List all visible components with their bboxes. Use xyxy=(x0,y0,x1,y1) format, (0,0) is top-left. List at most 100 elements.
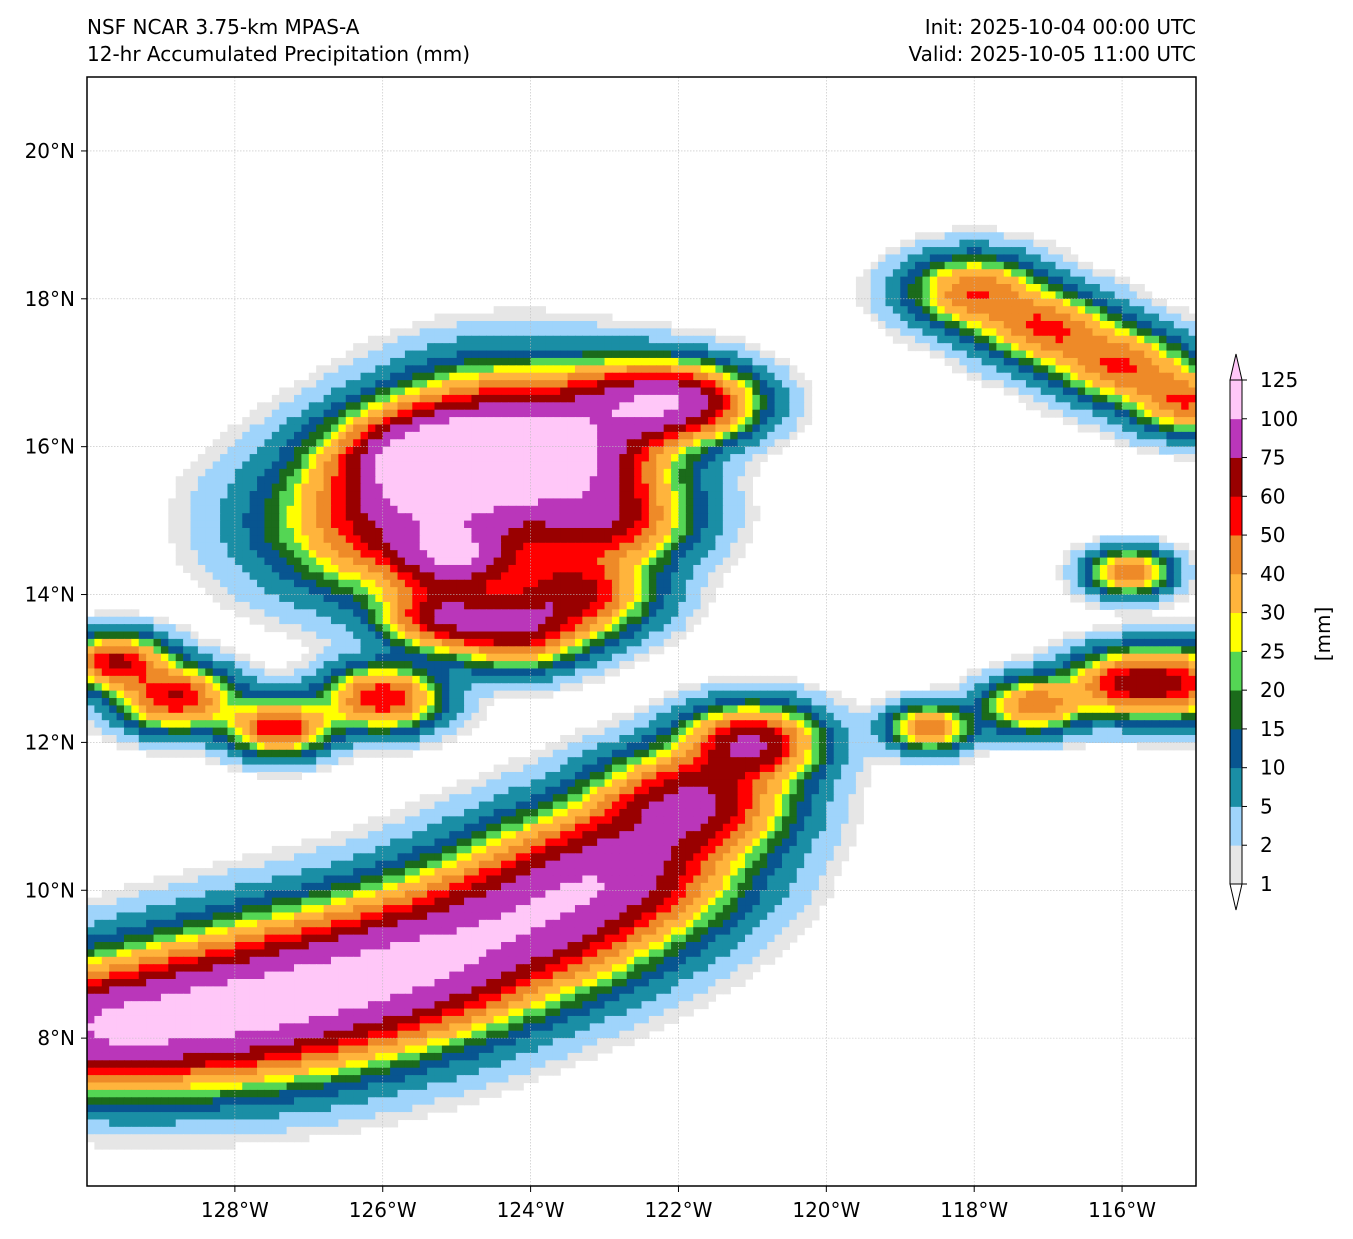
precip-cell xyxy=(1033,239,1042,248)
precip-cell xyxy=(582,601,591,610)
precip-cell xyxy=(1055,668,1064,677)
precip-cell xyxy=(183,557,192,566)
precip-cell xyxy=(449,328,458,337)
precip-cell xyxy=(227,550,236,559)
precip-cell xyxy=(737,372,746,381)
precip-cell xyxy=(1159,298,1168,307)
precip-cell xyxy=(286,527,295,536)
precip-cell xyxy=(1173,557,1182,566)
precip-cell xyxy=(1181,328,1190,337)
precip-cell xyxy=(441,468,450,477)
precip-cell xyxy=(545,587,554,596)
precip-cell xyxy=(441,335,450,344)
precip-cell xyxy=(138,653,147,662)
precip-cell xyxy=(604,587,613,596)
precip-cell xyxy=(693,365,702,374)
precip-cell xyxy=(515,505,524,514)
precip-cell xyxy=(560,594,569,603)
precip-cell xyxy=(922,343,931,352)
precip-cell xyxy=(234,609,243,618)
precip-cell xyxy=(1136,535,1145,544)
precip-cell xyxy=(234,446,243,455)
precip-cell xyxy=(308,564,317,573)
precip-cell xyxy=(493,483,502,492)
precip-cell xyxy=(412,668,421,677)
precip-cell xyxy=(397,631,406,640)
precip-cell xyxy=(1085,579,1094,588)
precip-cell xyxy=(397,417,406,426)
precip-cell xyxy=(604,631,613,640)
precip-cell xyxy=(419,535,428,544)
precip-cell xyxy=(552,638,561,647)
precip-cell xyxy=(567,683,576,692)
precip-cell xyxy=(1033,261,1042,270)
precip-cell xyxy=(316,372,325,381)
precip-cell xyxy=(663,350,672,359)
precip-cell xyxy=(626,572,635,581)
precip-cell xyxy=(257,424,266,433)
precip-cell xyxy=(360,468,369,477)
precip-cell xyxy=(1055,646,1064,655)
precip-cell xyxy=(464,646,473,655)
precip-cell xyxy=(515,616,524,625)
precip-cell xyxy=(183,468,192,477)
precip-cell xyxy=(693,550,702,559)
precip-cell xyxy=(648,498,657,507)
precip-cell xyxy=(678,343,687,352)
precip-cell xyxy=(294,454,302,463)
precip-cell xyxy=(330,587,339,596)
precip-cell xyxy=(1092,276,1101,285)
precip-cell xyxy=(412,661,421,670)
precip-cell xyxy=(671,572,680,581)
precip-cell xyxy=(1070,564,1079,573)
precip-cell xyxy=(294,387,302,396)
precip-cell xyxy=(722,431,731,440)
precip-cell xyxy=(959,306,968,315)
precip-cell xyxy=(456,587,465,596)
precip-cell xyxy=(323,476,332,485)
precip-cell xyxy=(478,439,487,448)
precip-cell xyxy=(648,387,657,396)
precip-cell xyxy=(685,564,694,573)
precip-cell xyxy=(116,653,125,662)
precip-cell xyxy=(1129,320,1138,329)
precip-cell xyxy=(530,387,539,396)
precip-cell xyxy=(486,668,495,677)
precip-cell xyxy=(419,476,428,485)
precip-cell xyxy=(316,498,325,507)
precip-cell xyxy=(611,409,620,418)
precip-cell xyxy=(87,668,95,677)
precip-cell xyxy=(641,624,650,633)
precip-cell xyxy=(1011,328,1020,337)
precip-cell xyxy=(900,247,909,256)
precip-cell xyxy=(656,394,665,403)
precip-cell xyxy=(441,424,450,433)
precip-cell xyxy=(1122,616,1131,625)
precip-cell xyxy=(545,616,554,625)
precip-cell xyxy=(515,446,524,455)
precip-cell xyxy=(508,542,517,551)
precip-cell xyxy=(604,661,613,670)
precip-cell xyxy=(1055,350,1064,359)
precip-cell xyxy=(456,431,465,440)
precip-cell xyxy=(375,542,384,551)
precip-cell xyxy=(382,594,391,603)
precip-cell xyxy=(116,690,125,699)
precip-cell xyxy=(981,269,990,278)
precip-cell xyxy=(249,454,258,463)
precip-cell xyxy=(345,638,354,647)
precip-cell xyxy=(597,631,606,640)
precip-cell xyxy=(501,587,510,596)
precip-cell xyxy=(456,343,465,352)
precip-cell xyxy=(412,483,421,492)
precip-cell xyxy=(257,690,266,699)
precip-cell xyxy=(582,454,591,463)
precip-cell xyxy=(929,350,938,359)
precip-cell xyxy=(360,653,369,662)
precip-cell xyxy=(626,417,635,426)
precip-cell xyxy=(1159,343,1168,352)
precip-cell xyxy=(966,365,975,374)
precip-cell xyxy=(981,320,990,329)
precip-cell xyxy=(464,579,473,588)
precip-cell xyxy=(1159,402,1168,411)
